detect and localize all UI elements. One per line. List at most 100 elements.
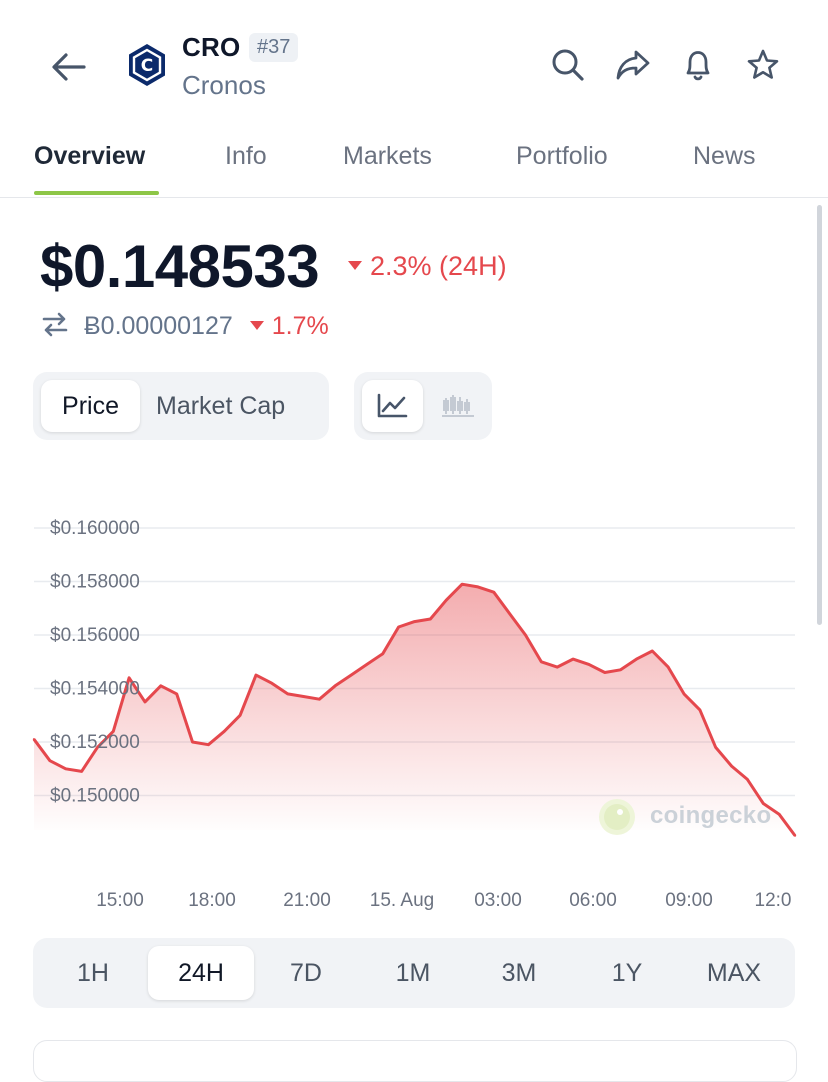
tab-portfolio[interactable]: Portfolio xyxy=(516,142,608,170)
price-point xyxy=(191,740,194,744)
price-point xyxy=(603,671,606,674)
y-axis-label: $0.154000 xyxy=(50,679,140,700)
range-max-button[interactable]: MAX xyxy=(706,959,762,987)
btc-price: Ƀ0.00000127 xyxy=(84,312,233,340)
price-point xyxy=(556,665,559,669)
caret-down-icon xyxy=(348,261,362,271)
coin-name: Cronos xyxy=(182,70,266,100)
price-point xyxy=(381,652,384,655)
x-axis-label: 06:00 xyxy=(569,890,617,911)
price-point xyxy=(80,770,83,773)
cronos-logo-icon: C xyxy=(129,44,165,86)
price-point xyxy=(730,764,733,768)
price-point xyxy=(397,625,400,629)
candlestick-icon xyxy=(442,395,474,417)
bell-icon xyxy=(686,51,710,81)
price-point xyxy=(143,700,147,704)
price-point xyxy=(175,692,178,696)
price-point xyxy=(318,698,321,701)
range-3m-button[interactable]: 3M xyxy=(501,959,537,987)
notification-button[interactable] xyxy=(675,42,721,88)
swap-icon xyxy=(42,313,68,337)
price-point xyxy=(270,682,273,685)
y-axis-label: $0.156000 xyxy=(50,625,140,646)
price-point xyxy=(413,620,416,623)
share-icon xyxy=(616,50,650,80)
coin-logo: C xyxy=(124,42,170,88)
tab-news[interactable]: News xyxy=(693,142,756,170)
price-point xyxy=(302,695,305,698)
price-change-value: 2.3% (24H) xyxy=(370,251,507,281)
price-point xyxy=(429,617,432,621)
price-point xyxy=(207,743,210,746)
price-point xyxy=(349,673,353,677)
price-point xyxy=(777,813,781,816)
price-point xyxy=(698,708,702,712)
back-button[interactable] xyxy=(46,44,92,90)
x-axis-label: 18:00 xyxy=(188,890,236,911)
x-axis-label: 15. Aug xyxy=(370,890,434,911)
tab-markets[interactable]: Markets xyxy=(343,142,432,170)
price-point xyxy=(238,714,242,717)
y-axis-label: $0.152000 xyxy=(50,732,140,753)
price-point xyxy=(571,657,575,661)
range-7d-button[interactable]: 7D xyxy=(290,959,322,987)
price-point xyxy=(492,591,495,594)
search-button[interactable] xyxy=(545,42,591,88)
price-point xyxy=(32,738,36,741)
price-point xyxy=(286,692,289,696)
price-point xyxy=(651,649,654,653)
watermark-text: coingecko xyxy=(650,802,772,829)
price-point xyxy=(762,802,765,805)
y-axis-label: $0.158000 xyxy=(50,572,140,593)
coin-symbol: CRO xyxy=(182,32,241,62)
gecko-logo-icon xyxy=(599,799,635,835)
share-button[interactable] xyxy=(610,42,656,88)
price-point xyxy=(365,663,369,666)
scrollbar[interactable] xyxy=(817,205,822,625)
range-1h-button[interactable]: 1H xyxy=(77,959,109,987)
price-point xyxy=(635,657,638,661)
price-point xyxy=(524,633,527,637)
price-point xyxy=(587,663,591,666)
tab-info[interactable]: Info xyxy=(225,142,267,170)
x-axis-label: 09:00 xyxy=(665,890,713,911)
price-point xyxy=(112,730,115,733)
price-point xyxy=(127,676,131,679)
price-point xyxy=(476,585,480,589)
btc-change: 1.7% xyxy=(271,312,329,340)
caret-down-icon xyxy=(249,320,264,330)
market-cap-toggle-button[interactable]: Market Cap xyxy=(156,392,286,420)
price-toggle-button[interactable]: Price xyxy=(41,380,140,432)
coingecko-watermark xyxy=(597,796,797,838)
range-1y-button[interactable]: 1Y xyxy=(611,959,643,987)
price-point xyxy=(96,746,99,749)
price-area-fill xyxy=(34,584,795,836)
price-point xyxy=(508,612,511,615)
price-point xyxy=(223,730,226,733)
tabs-divider xyxy=(0,197,828,198)
tab-overview[interactable]: Overview xyxy=(34,142,146,170)
y-axis-label: $0.150000 xyxy=(50,786,140,807)
price-change-24h: 2.3% (24H) xyxy=(348,251,507,282)
range-1m-button[interactable]: 1M xyxy=(395,959,431,987)
candlestick-chart-button[interactable] xyxy=(432,380,484,432)
line-chart-button[interactable] xyxy=(362,380,423,432)
price-point xyxy=(334,684,337,687)
price-point xyxy=(445,599,448,602)
price-point xyxy=(460,583,464,586)
price-point xyxy=(793,834,797,837)
price-point xyxy=(714,746,717,749)
range-24h-button[interactable]: 24H xyxy=(148,946,254,1000)
price-chart[interactable]: $0.160000 $0.158000 $0.156000 $0.154000 $0.1… xyxy=(0,500,828,930)
price-point xyxy=(64,767,67,770)
price-point xyxy=(540,660,543,663)
current-price: $0.148533 xyxy=(40,233,320,300)
price-point xyxy=(746,778,749,781)
price-point xyxy=(159,684,162,687)
favorite-button[interactable] xyxy=(740,42,786,88)
stats-card xyxy=(33,1040,797,1082)
x-axis-label: 21:00 xyxy=(283,890,331,911)
search-icon xyxy=(552,49,584,81)
price-point xyxy=(667,665,670,669)
